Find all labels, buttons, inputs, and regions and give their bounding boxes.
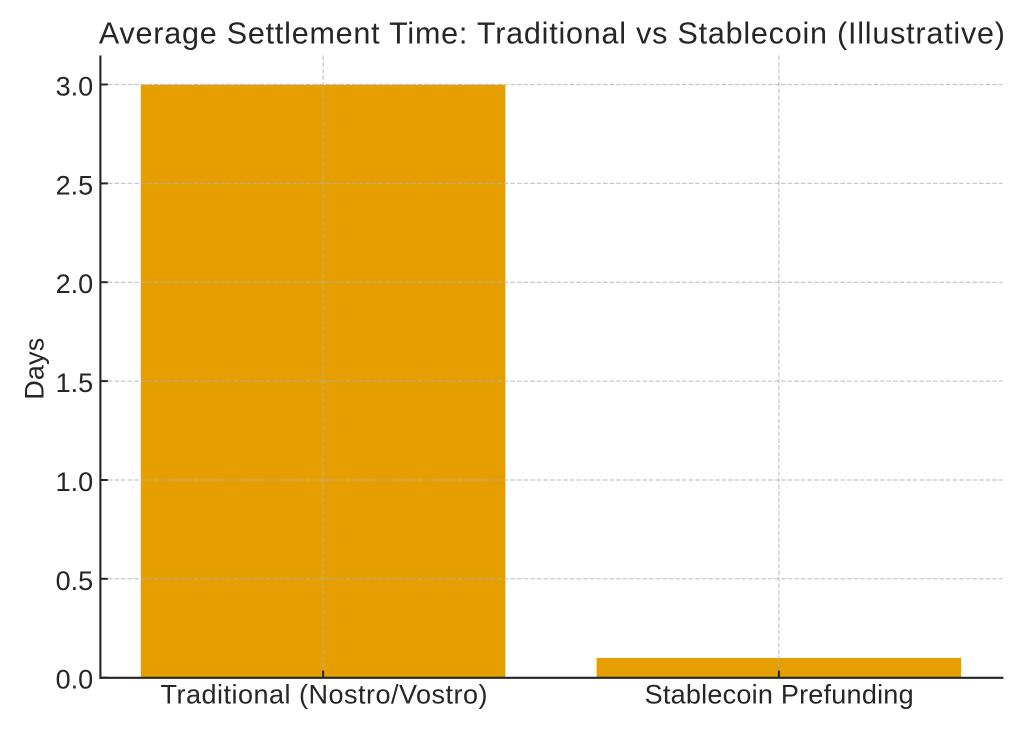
svg-text:Traditional (Nostro/Vostro): Traditional (Nostro/Vostro) (161, 679, 488, 709)
svg-text:2.5: 2.5 (56, 170, 94, 200)
svg-text:Stablecoin Prefunding: Stablecoin Prefunding (645, 679, 914, 709)
svg-text:3.0: 3.0 (56, 72, 94, 102)
svg-text:0.5: 0.5 (56, 566, 94, 596)
svg-text:2.0: 2.0 (56, 269, 94, 299)
svg-text:Average Settlement Time: Tradi: Average Settlement Time: Traditional vs … (99, 16, 1005, 50)
svg-text:Days: Days (19, 338, 49, 400)
svg-text:1.5: 1.5 (56, 368, 94, 398)
svg-text:1.0: 1.0 (56, 467, 94, 497)
svg-text:0.0: 0.0 (56, 665, 94, 695)
